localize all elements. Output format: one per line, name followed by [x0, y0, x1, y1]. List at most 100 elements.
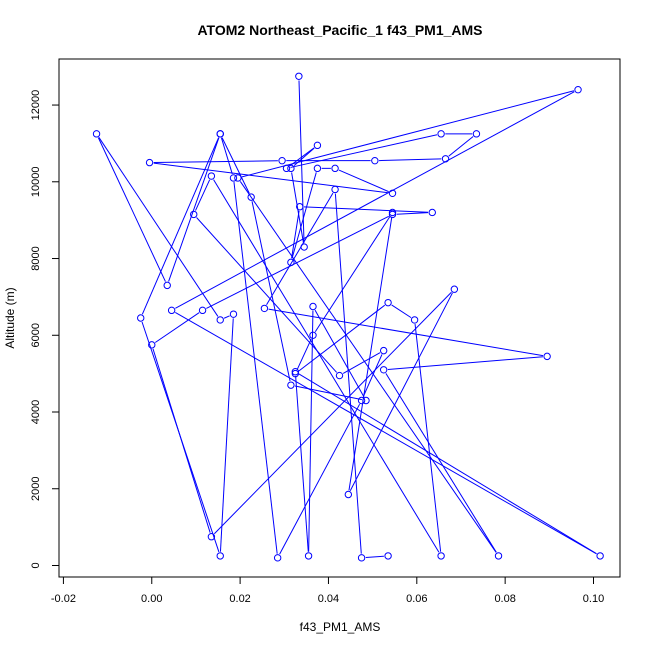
data-point — [300, 243, 308, 251]
series-segment — [251, 201, 291, 382]
data-point — [295, 72, 303, 80]
data-point — [379, 346, 388, 355]
series-segment — [291, 172, 317, 259]
series-segment — [98, 137, 219, 317]
data-point — [309, 302, 317, 311]
data-point — [273, 554, 282, 562]
series-segment — [448, 136, 474, 157]
series-segment — [195, 179, 211, 211]
series-segment — [175, 91, 575, 309]
data-point — [309, 331, 317, 339]
data-point — [207, 533, 216, 541]
data-point — [543, 352, 551, 361]
data-point — [344, 490, 353, 499]
data-point — [291, 369, 300, 378]
series-segment — [239, 181, 497, 553]
series-segment — [314, 215, 391, 333]
series-segment — [308, 310, 314, 552]
series-segment — [334, 193, 362, 554]
series-segment — [291, 172, 304, 243]
series-segment — [295, 375, 309, 552]
data-point — [190, 210, 198, 219]
series-segment — [153, 160, 278, 164]
data-point — [167, 306, 176, 315]
y-axis-label: Altitude (m) — [3, 287, 17, 348]
series-segment — [291, 210, 300, 259]
y-tick-label: 12000 — [30, 90, 42, 121]
series-segment — [141, 137, 220, 315]
series-segment — [396, 212, 429, 215]
series-segment — [385, 373, 497, 553]
series-segment — [219, 318, 234, 552]
data-point — [331, 164, 339, 173]
data-point — [379, 366, 388, 374]
series-segment — [348, 216, 393, 491]
plot-frame — [58, 58, 621, 578]
y-tick-label: 10000 — [30, 166, 42, 197]
data-point — [247, 193, 255, 201]
data-point — [216, 130, 224, 138]
data-point — [163, 281, 171, 290]
data-point — [260, 304, 269, 313]
series-segment — [206, 215, 389, 309]
data-point — [137, 314, 145, 322]
series-segment — [233, 182, 278, 554]
data-point — [198, 306, 207, 315]
series-segment — [379, 158, 442, 162]
series-segment — [221, 137, 250, 194]
data-point — [428, 208, 436, 217]
y-tick-label: 8000 — [30, 246, 42, 270]
data-point — [441, 155, 450, 163]
data-series — [92, 72, 604, 562]
data-point — [148, 341, 156, 349]
series-segment — [213, 179, 440, 553]
data-point — [229, 310, 238, 318]
series-segment — [391, 304, 412, 319]
series-segment — [213, 291, 452, 535]
data-point — [357, 396, 366, 405]
series-segment — [268, 308, 544, 357]
data-point — [291, 368, 300, 376]
x-tick-label: 0.08 — [494, 593, 515, 605]
data-point — [437, 130, 445, 138]
data-point — [574, 85, 582, 94]
data-point — [362, 396, 370, 405]
data-point — [410, 316, 419, 324]
series-segment — [266, 192, 334, 306]
series-segment — [241, 90, 575, 178]
x-tick-label: 0.10 — [583, 593, 604, 605]
data-point — [335, 371, 344, 380]
data-point — [207, 172, 216, 180]
x-axis-label: f43_PM1_AMS — [300, 620, 381, 634]
data-point — [596, 552, 604, 560]
series-segment — [289, 147, 315, 167]
data-point — [229, 174, 238, 182]
series-segment — [314, 309, 365, 398]
x-axis: -0.02 0.00 0.02 0.04 0.06 0.08 0.10 — [51, 577, 604, 605]
data-point — [384, 552, 392, 560]
data-point — [287, 381, 295, 389]
series-segment — [349, 292, 453, 492]
data-point — [216, 552, 224, 560]
data-point — [296, 203, 304, 211]
data-point — [437, 552, 445, 560]
data-point — [92, 130, 101, 138]
series-segment — [223, 315, 230, 319]
series-segment — [296, 338, 312, 371]
series-segment — [168, 137, 220, 282]
data-point — [313, 141, 322, 150]
series-segment — [196, 217, 338, 373]
series-segment — [298, 304, 386, 372]
series-segment — [153, 162, 389, 194]
data-point — [388, 210, 397, 219]
x-tick-label: 0.06 — [406, 593, 427, 605]
data-point — [278, 156, 286, 165]
data-point — [494, 552, 503, 560]
y-axis: 0 2000 4000 6000 8000 10000 12000 — [30, 90, 59, 569]
series-segment — [414, 324, 442, 552]
data-point — [384, 298, 392, 307]
data-point — [313, 164, 322, 173]
x-tick-label: -0.02 — [51, 593, 76, 605]
data-point — [450, 285, 459, 293]
